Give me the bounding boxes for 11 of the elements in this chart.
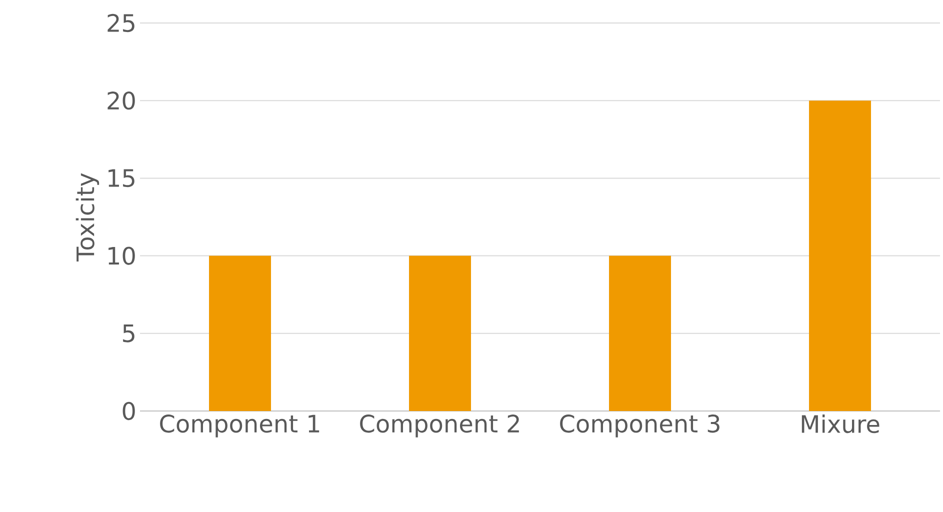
x-tick-label: Component 1 <box>160 414 320 438</box>
y-tick-label: 5 <box>123 324 134 342</box>
y-tick-label: 15 <box>108 169 134 188</box>
y-tick-label: 25 <box>108 14 134 32</box>
y-tick-label: 20 <box>108 92 135 110</box>
x-tick-label: Component 3 <box>560 414 720 438</box>
y-tick-label: 0 <box>122 402 135 420</box>
y-axis-title: Toxicity <box>76 173 100 262</box>
y-tick-label: 10 <box>108 246 135 265</box>
x-tick-label: Mixure <box>802 414 880 434</box>
x-tick-label: Component 2 <box>360 414 519 438</box>
